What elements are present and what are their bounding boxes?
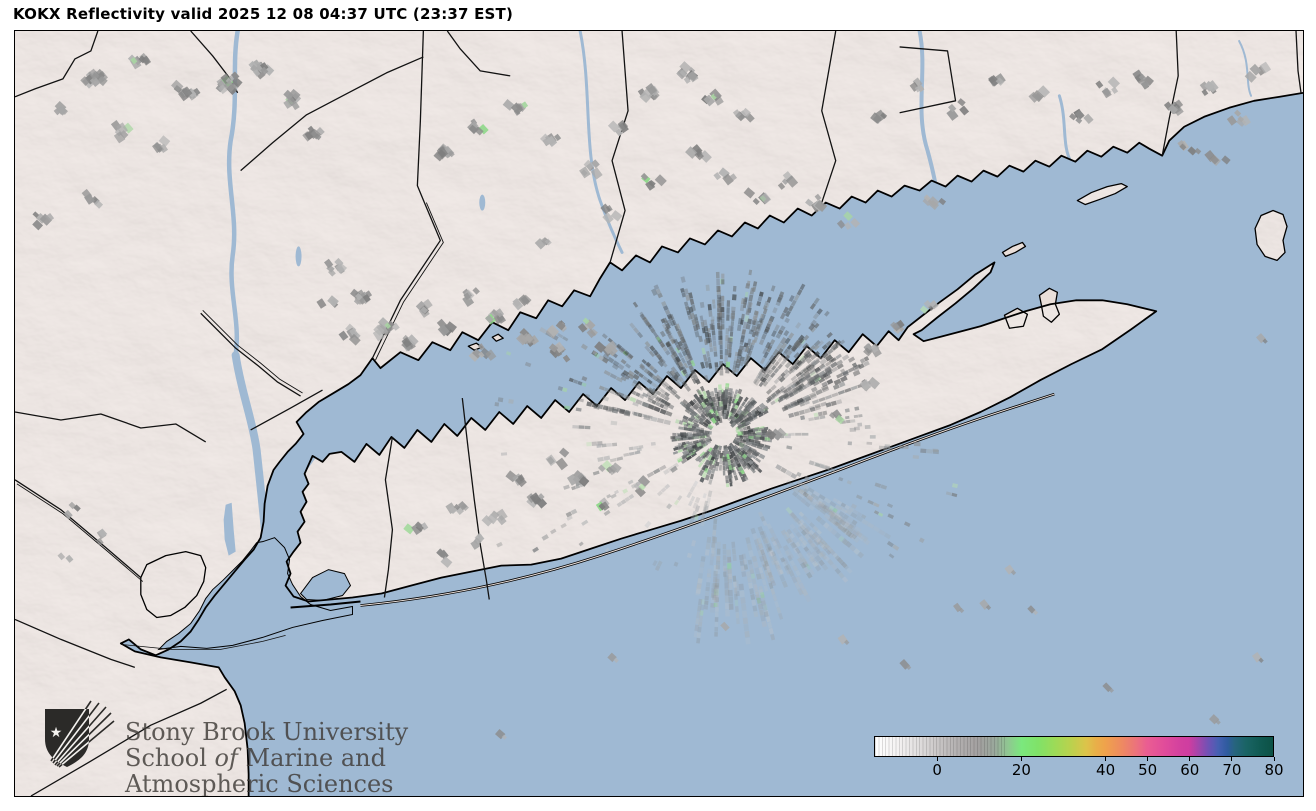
colorbar-tick-mark	[1020, 757, 1022, 761]
colorbar-tick-label: 60	[1180, 761, 1200, 779]
colorbar-tick-label: 70	[1222, 761, 1242, 779]
colorbar-tick-label: 0	[932, 761, 942, 779]
radar-clutter-layer	[32, 52, 1272, 750]
shield-star-icon: ★	[50, 725, 63, 741]
ny-harbor-bay	[157, 537, 353, 651]
land-plum-island	[1002, 242, 1026, 257]
small-river	[1238, 39, 1253, 97]
coastlines	[119, 91, 1303, 796]
barrier-islands	[290, 392, 1055, 609]
lake	[295, 246, 302, 267]
staten-island-outline	[140, 550, 207, 619]
branding-line2: School of Marine and	[125, 744, 386, 772]
colorbar-tick-label: 40	[1096, 761, 1116, 779]
colorbar-gradient	[874, 736, 1274, 757]
jamaica-bay	[299, 569, 352, 602]
map-area: 0 20 40 50 60 70 80	[14, 30, 1304, 797]
east-river	[275, 455, 316, 541]
lake	[479, 194, 486, 211]
stony-brook-shield-icon: ★	[45, 700, 115, 768]
branding-text: Stony Brook University School of Marine …	[125, 718, 409, 797]
map-canvas	[15, 31, 1303, 796]
branding-line3: Atmospheric Sciences	[125, 770, 394, 797]
newark-bay	[223, 502, 236, 556]
hudson-river-lower	[231, 351, 270, 542]
colorbar-tick-mark	[1273, 757, 1275, 761]
colorbar-tick-label: 50	[1138, 761, 1158, 779]
reflectivity-colorbar: 0 20 40 50 60 70 80	[860, 736, 1284, 783]
county-boundaries	[15, 31, 1302, 796]
rivers	[226, 31, 1253, 542]
thames-river	[1057, 94, 1073, 165]
colorbar-tick-label: 20	[1011, 761, 1031, 779]
colorbar-ticks: 0 20 40 50 60 70 80	[874, 757, 1284, 783]
colorbar-tick-mark	[936, 757, 938, 761]
colorbar-tick-mark	[1189, 757, 1191, 761]
page-title: KOKX Reflectivity valid 2025 12 08 04:37…	[13, 5, 514, 23]
branding-line1: Stony Brook University	[125, 718, 409, 746]
housatonic-river	[578, 31, 624, 254]
colorbar-tick-mark	[1231, 757, 1233, 761]
colorbar-tick-label: 80	[1264, 761, 1284, 779]
colorbar-tick-mark	[1105, 757, 1107, 761]
water-bays	[157, 502, 353, 651]
colorbar-tick-mark	[1147, 757, 1149, 761]
connecticut-river	[917, 31, 940, 201]
colorbar-bin-lines	[875, 737, 1007, 756]
branding-block: ★ Stony Brook University School of Marin…	[41, 699, 409, 797]
